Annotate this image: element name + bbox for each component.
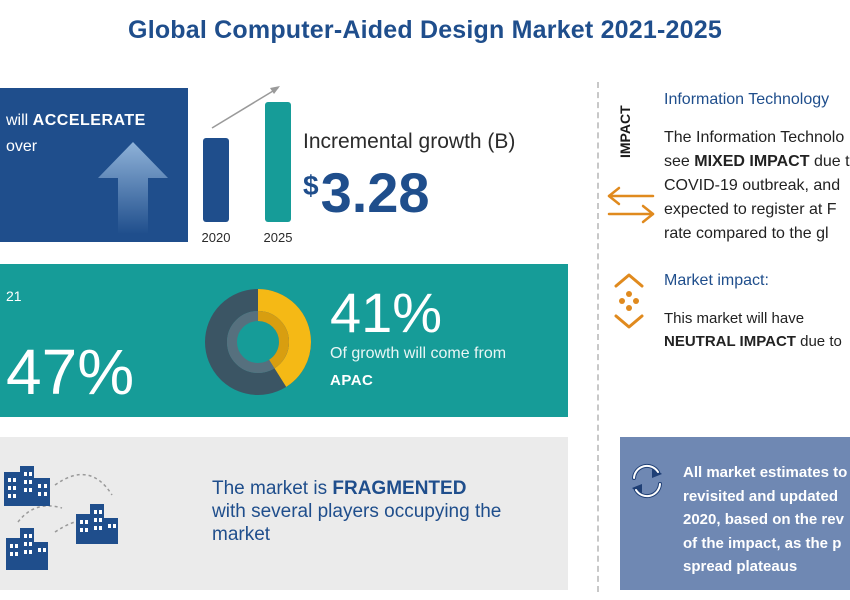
accelerate-prefix: will [6,112,33,129]
incremental-growth-number: 3.28 [320,161,430,224]
note-line2: revisited and updated [683,487,839,505]
exchange-arrows-icon [607,186,655,224]
accelerate-text: will ACCELERATE over [6,108,146,160]
yoy-year-fragment: 21 [6,288,22,304]
page-title: Global Computer-Aided Design Market 2021… [128,16,722,44]
note-line5: spread plateaus [683,558,798,575]
market-impact-body: This market will have NEUTRAL IMPACT due… [664,307,850,353]
bar-2020 [203,138,229,222]
it-line4: expected to register at F [664,201,837,218]
estimates-note-text: All market estimates to revisited and up… [683,461,850,579]
up-arrow-icon [98,142,168,234]
market-impact-title: Market impact: [664,272,769,289]
market-impact-keyword: NEUTRAL IMPACT [664,333,796,350]
impact-label-text: IMPACT [617,105,633,158]
fragmented-line2: with several players occupying the [212,501,502,522]
estimates-note-panel [620,437,850,590]
accelerate-keyword: ACCELERATE [32,112,146,129]
region-growth-text: Of growth will come from [330,345,507,362]
year-label-2025: 2025 [264,230,293,245]
fragmented-keyword: FRAGMENTED [332,478,467,499]
region-share-donut [205,289,311,395]
accelerate-line2: over [6,138,38,155]
it-line1: The Information Technolo [664,129,845,146]
incremental-growth-label: Incremental growth (B) [303,130,516,153]
incremental-growth-value: $3.28 [303,160,430,225]
neutral-impact-icon [614,273,644,329]
fragmented-text: The market is FRAGMENTED with several pl… [212,477,552,546]
fragmented-line3: market [212,524,271,545]
it-impact-title: Information Technology [664,91,830,108]
trend-arrowhead-icon [270,86,280,94]
currency-symbol: $ [303,170,319,201]
market-impact-suffix: due to [795,333,842,350]
donut-apac-segment [205,289,311,395]
it-line2-prefix: see [664,153,695,170]
market-impact-line1: This market will have [664,310,805,327]
it-line2-suffix: due t [809,153,850,170]
refresh-icon [632,463,662,499]
accelerate-panel [0,88,188,242]
bar-2025 [265,102,291,222]
section-divider [597,82,599,592]
it-line3: COVID-19 outbreak, and [664,177,841,194]
fragmented-prefix: The market is [212,478,333,499]
note-line1: All market estimates to [683,464,848,481]
it-impact-body: The Information Technolo see MIXED IMPAC… [664,126,850,246]
buildings-icon [4,466,118,570]
note-line3: 2020, based on the rev [683,511,844,528]
note-line4: of the impact, as the p [683,534,842,552]
growth-bar-chart: 2020 2025 [202,86,293,245]
region-growth-percent: 41% [330,281,443,344]
year-label-2020: 2020 [202,230,231,245]
yoy-growth-percent: 47% [6,336,135,408]
region-name: APAC [330,372,374,389]
it-impact-keyword: MIXED IMPACT [694,153,810,170]
trend-line [211,87,279,129]
donut-inner-apac [227,311,289,373]
impact-vertical-label: IMPACT [617,92,641,158]
it-line5: rate compared to the gl [664,225,829,242]
